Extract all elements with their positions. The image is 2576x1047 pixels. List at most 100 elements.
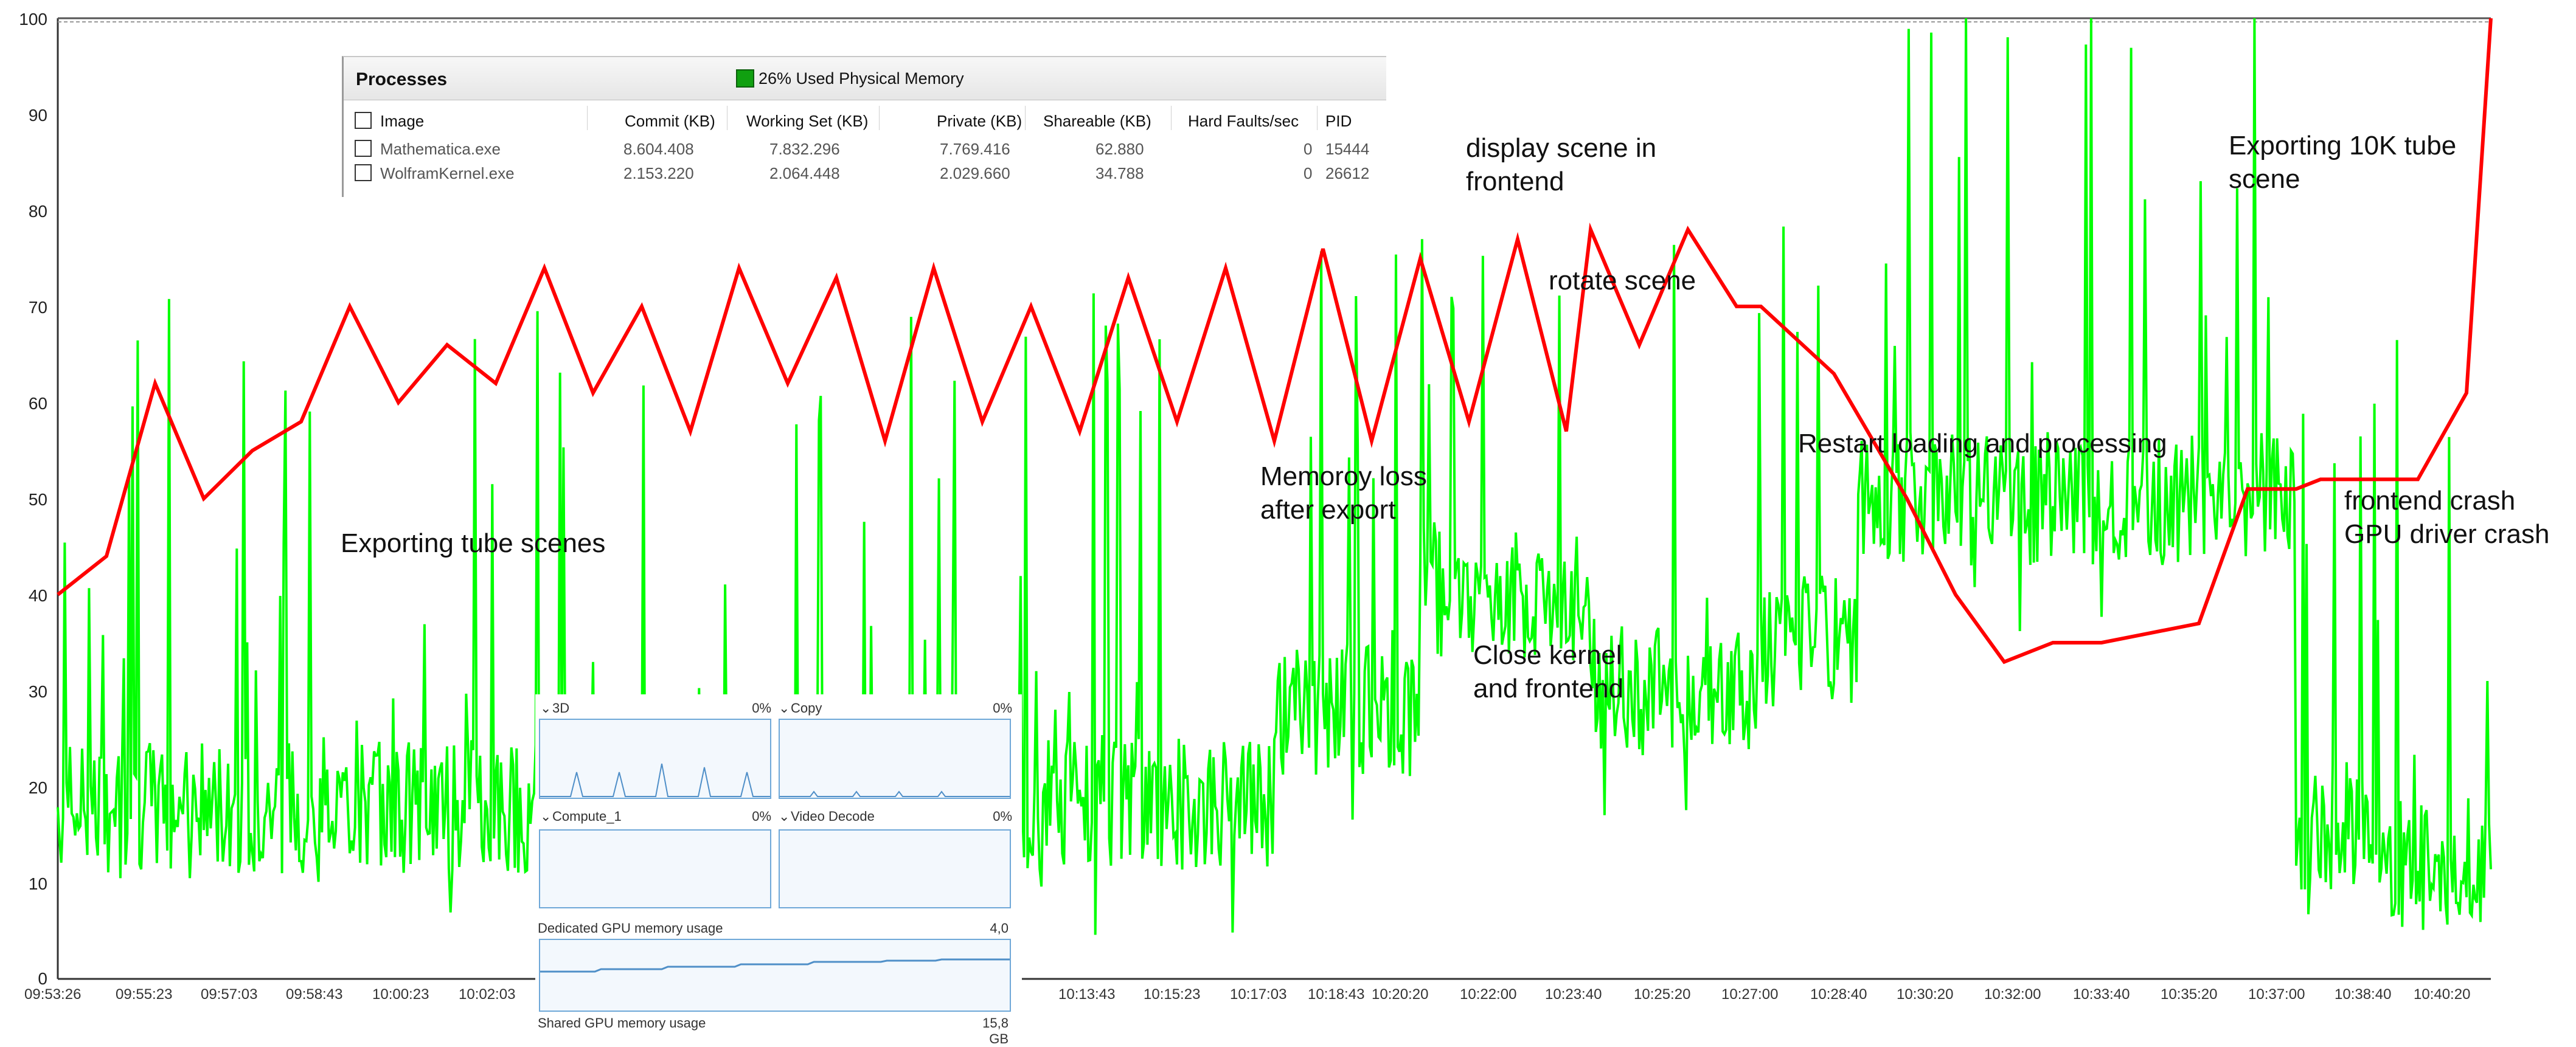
chevron-down-icon[interactable]: ⌄: [540, 809, 552, 824]
y-tick-label: 30: [28, 682, 47, 701]
process-pid: 15444: [1325, 140, 1370, 158]
y-tick-label: 50: [28, 490, 47, 509]
x-tick-label: 10:23:40: [1545, 986, 1602, 1003]
processes-title: Processes: [356, 69, 448, 89]
process-shareable: 62.880: [1095, 140, 1144, 158]
annotation-exporting-tube-scenes: Exporting tube scenes: [341, 528, 606, 558]
gpu-engine-label[interactable]: Copy: [791, 700, 822, 716]
column-separator: [1171, 106, 1172, 130]
column-header-working-set[interactable]: Working Set (KB): [746, 112, 869, 130]
process-hard-faults: 0: [1304, 140, 1313, 158]
x-tick-label: 10:00:23: [372, 986, 429, 1003]
x-tick-label: 09:57:03: [201, 986, 258, 1003]
x-tick-label: 10:25:20: [1634, 986, 1691, 1003]
chevron-down-icon[interactable]: ⌄: [779, 809, 790, 824]
chevron-down-icon[interactable]: ⌄: [540, 700, 552, 716]
gpu-engine-label[interactable]: Compute_1: [552, 809, 622, 824]
annotation-rotate-scene: rotate scene: [1549, 266, 1696, 295]
annotation-restart: Restart loading and processing: [1798, 429, 2167, 458]
gpu-engine-percent: 0%: [993, 700, 1012, 716]
x-tick-label: 10:32:00: [1984, 986, 2041, 1003]
x-tick-label: 10:17:03: [1230, 986, 1287, 1003]
dedicated-memory-graph: [539, 939, 1011, 1012]
processes-panel: Processes 26% Used Physical Memory Image…: [342, 56, 1386, 197]
y-tick-label: 80: [28, 202, 47, 221]
process-row-checkbox[interactable]: [355, 140, 372, 157]
column-header-private[interactable]: Private (KB): [937, 112, 1022, 130]
gpu-compute-graph: [539, 829, 771, 908]
gpu-engine-label[interactable]: Video Decode: [791, 809, 875, 824]
gpu-3d-graph-line: [540, 763, 770, 797]
x-tick-label: 10:02:03: [459, 986, 516, 1003]
shared-memory-label: Shared GPU memory usage: [538, 1015, 706, 1031]
memory-indicator-icon: [736, 69, 754, 88]
x-tick-label: 10:38:40: [2335, 986, 2392, 1003]
column-separator: [587, 106, 588, 130]
x-tick-label: 10:18:43: [1308, 986, 1365, 1003]
column-header-image[interactable]: Image: [380, 112, 425, 130]
column-separator: [1025, 106, 1026, 130]
x-tick-label: 10:22:00: [1460, 986, 1517, 1003]
y-tick-label: 70: [28, 298, 47, 317]
column-header-commit[interactable]: Commit (KB): [625, 112, 715, 130]
gpu-engine-label[interactable]: 3D: [552, 700, 570, 716]
column-separator: [1317, 106, 1318, 130]
y-tick-label: 0: [38, 969, 47, 988]
y-tick-label: 90: [28, 106, 47, 125]
y-tick-label: 10: [28, 874, 47, 893]
process-commit: 2.153.220: [623, 164, 694, 182]
process-commit: 8.604.408: [623, 140, 694, 158]
annotation-memory-loss: Memoroy loss after export: [1260, 461, 1427, 525]
y-tick-label: 20: [28, 778, 47, 797]
process-shareable: 34.788: [1095, 164, 1144, 182]
x-tick-label: 10:20:20: [1372, 986, 1429, 1003]
gpu-video-decode-graph: [779, 829, 1011, 908]
process-private: 7.769.416: [940, 140, 1010, 158]
x-tick-label: 10:40:20: [2414, 986, 2471, 1003]
select-all-checkbox[interactable]: [355, 112, 372, 129]
y-tick-label: 60: [28, 394, 47, 413]
gpu-engine-percent: 0%: [752, 809, 771, 824]
dedicated-memory-label: Dedicated GPU memory usage: [538, 921, 723, 936]
x-tick-label: 10:33:40: [2073, 986, 2130, 1003]
x-tick-label: 10:30:20: [1897, 986, 1954, 1003]
annotation-display-scene: display scene in frontend: [1466, 133, 1657, 196]
x-tick-label: 10:27:00: [1721, 986, 1779, 1003]
x-tick-label: 09:53:26: [24, 986, 82, 1003]
gpu-copy-graph: [779, 719, 1011, 799]
gpu-copy-graph-line: [780, 790, 1010, 797]
annotation-exporting-10k: Exporting 10K tube scene: [2229, 131, 2457, 194]
process-working-set: 2.064.448: [769, 164, 840, 182]
column-separator: [879, 106, 880, 130]
x-tick-label: 09:58:43: [286, 986, 343, 1003]
annotation-close-kernel: Close kernel and frontend: [1473, 640, 1624, 703]
gpu-engine-percent: 0%: [752, 700, 771, 716]
process-hard-faults: 0: [1304, 164, 1313, 182]
column-header-shareable[interactable]: Shareable (KB): [1043, 112, 1151, 130]
chevron-down-icon[interactable]: ⌄: [779, 700, 790, 716]
annotation-frontend-crash: frontend crash GPU driver crash: [2344, 486, 2550, 549]
process-row-checkbox[interactable]: [355, 164, 372, 181]
shared-memory-value: 15,8 GB: [982, 1015, 1009, 1046]
memory-series-line: [57, 18, 2493, 665]
column-header-pid[interactable]: PID: [1325, 112, 1352, 130]
column-header-hard-faults[interactable]: Hard Faults/sec: [1188, 112, 1299, 130]
dedicated-memory-graph-line: [540, 958, 1010, 973]
process-image[interactable]: Mathematica.exe: [380, 140, 501, 158]
x-tick-label: 09:55:23: [116, 986, 173, 1003]
gpu-panel: ⌄ 3D 0% ⌄ Copy 0% ⌄ Compute_1 0% ⌄ Video…: [535, 694, 1022, 1046]
y-tick-label: 40: [28, 586, 47, 605]
process-image[interactable]: WolframKernel.exe: [380, 164, 515, 182]
processes-header: Processes 26% Used Physical Memory: [344, 57, 1386, 100]
process-working-set: 7.832.296: [769, 140, 840, 158]
x-tick-label: 10:15:23: [1144, 986, 1201, 1003]
x-tick-label: 10:37:00: [2248, 986, 2305, 1003]
x-tick-label: 10:13:43: [1058, 986, 1116, 1003]
x-tick-label: 10:35:20: [2161, 986, 2218, 1003]
gpu-engine-percent: 0%: [993, 809, 1012, 824]
process-pid: 26612: [1325, 164, 1370, 182]
memory-usage-label: 26% Used Physical Memory: [759, 69, 964, 88]
process-private: 2.029.660: [940, 164, 1010, 182]
gpu-3d-graph: [539, 719, 771, 799]
